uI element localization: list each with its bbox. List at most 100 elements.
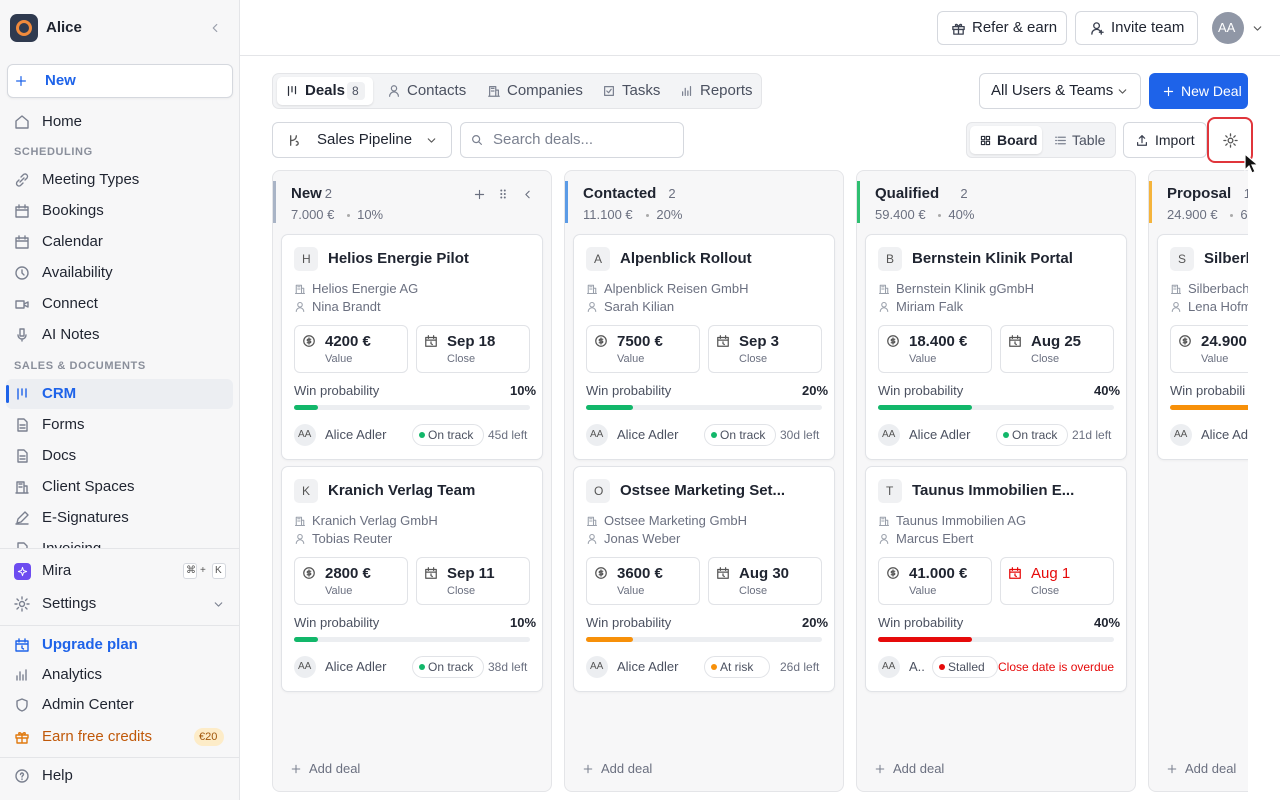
owner-name: Alice Adler <box>617 659 679 674</box>
button[interactable] <box>937 11 1067 45</box>
new-button[interactable] <box>7 64 233 98</box>
add-deal[interactable]: Add deal <box>893 761 945 776</box>
icon <box>15 300 29 309</box>
select[interactable] <box>272 122 452 158</box>
view-label[interactable]: Board <box>997 132 1038 148</box>
nav-item[interactable]: Invoicing <box>42 540 101 548</box>
nav-item[interactable]: Calendar <box>42 233 103 250</box>
status-dot <box>711 432 717 438</box>
deal-initial: H <box>302 252 311 266</box>
deal-card[interactable]: A Alpenblick Rollout Alpenblick Reisen Gmb… <box>573 234 835 460</box>
add-deal[interactable]: Add deal <box>601 761 653 776</box>
button-label: Invite team <box>1111 19 1185 36</box>
nav-item[interactable]: Meeting Types <box>42 171 140 188</box>
initial-box <box>586 247 610 271</box>
avatar[interactable] <box>1212 12 1244 44</box>
nav-item[interactable]: AI Notes <box>42 326 100 343</box>
icon-path <box>587 301 597 313</box>
nav-item[interactable]: Home <box>42 113 83 130</box>
button[interactable] <box>1075 11 1198 45</box>
column-count: 2 <box>668 186 676 201</box>
nav-item[interactable]: Client Spaces <box>42 478 135 495</box>
icon-path <box>295 533 305 545</box>
icon-path <box>717 567 729 579</box>
button[interactable] <box>1123 122 1207 158</box>
deal-card[interactable]: S Silberb Silberbach Lena Hofm 24.900 Value Wi… <box>1157 234 1248 460</box>
select-label: All Users & Teams <box>991 82 1114 99</box>
icon <box>586 284 598 295</box>
owner-name: Alice Adler <box>909 427 971 442</box>
nav-item[interactable]: Help <box>42 767 73 784</box>
nav-item[interactable]: Settings <box>42 595 97 612</box>
column-title: Qualified <box>875 185 940 202</box>
initial-box <box>294 247 318 271</box>
nav-item[interactable]: Availability <box>42 264 113 281</box>
icon <box>879 533 889 545</box>
tab-label[interactable]: Contacts <box>407 82 467 99</box>
owner-name: Alice Adler <box>325 427 387 442</box>
icon <box>212 23 218 33</box>
owner-initials: AA <box>882 429 896 440</box>
stat-box <box>294 325 408 373</box>
nav-item[interactable]: Earn free credits <box>42 728 153 745</box>
view-label[interactable]: Table <box>1072 132 1106 148</box>
icon <box>586 516 598 527</box>
icon-path <box>15 300 29 309</box>
icon-path <box>14 596 30 612</box>
initial-box <box>586 479 610 503</box>
status-dot <box>939 664 945 670</box>
win-value: 10% <box>510 383 537 398</box>
status-pill <box>412 424 484 446</box>
deal-company: Bernstein Klinik gGmbH <box>896 281 1034 296</box>
icon <box>1253 25 1261 31</box>
deal-value: 2800 € <box>325 565 371 582</box>
deal-card[interactable]: K Kranich Verlag Team Kranich Verlag GmbH T… <box>281 466 543 692</box>
nav-item[interactable]: Admin Center <box>42 696 134 713</box>
deal-card[interactable]: T Taunus Immobilien E... Taunus Immobilien… <box>865 466 1127 692</box>
column: Proposal 1 24.900 € 60% S Silberb Silberbach Le… <box>1148 170 1248 792</box>
tab-label[interactable]: Companies <box>507 82 583 99</box>
nav-item[interactable]: Forms <box>42 416 85 433</box>
status-pill <box>704 656 770 678</box>
deal-close: Aug 1 <box>1031 565 1071 582</box>
stat-box <box>416 325 530 373</box>
add-deal[interactable]: Add deal <box>309 761 361 776</box>
tab-label[interactable]: Reports <box>700 82 753 99</box>
icon <box>1167 764 1177 774</box>
tab-label[interactable]: Deals <box>305 82 346 99</box>
deal-title: Taunus Immobilien E... <box>912 482 1075 499</box>
dot-sep <box>347 214 351 217</box>
deal-value: 24.900 <box>1201 333 1247 350</box>
select-label: Sales Pipeline <box>317 131 413 148</box>
deal-value: 41.000 € <box>909 565 968 582</box>
deal-card[interactable]: B Bernstein Klinik Portal Bernstein Klinik… <box>865 234 1127 460</box>
nav-item[interactable]: Docs <box>42 447 77 464</box>
nav-item[interactable]: CRM <box>42 385 77 402</box>
select[interactable] <box>979 73 1141 109</box>
icon <box>1179 335 1191 347</box>
icon-path <box>1253 25 1261 31</box>
settings-button[interactable] <box>1207 117 1253 163</box>
icon <box>425 567 437 579</box>
search-input[interactable] <box>460 122 684 158</box>
due-label: 30d left <box>780 428 820 442</box>
win-label: Win probability <box>586 615 672 630</box>
nav-item[interactable]: Connect <box>42 295 98 312</box>
icon <box>717 567 729 579</box>
add-deal[interactable]: Add deal <box>1185 761 1237 776</box>
deal-card[interactable]: H Helios Energie Pilot Helios Energie AG Ni… <box>281 234 543 460</box>
nav-item[interactable]: Mira <box>42 562 72 579</box>
nav-item[interactable]: Analytics <box>42 666 103 683</box>
deal-card[interactable]: O Ostsee Marketing Set... Ostsee Marketing… <box>573 466 835 692</box>
icon-path <box>289 134 299 146</box>
tab-label[interactable]: Tasks <box>622 82 661 99</box>
deal-value: 18.400 € <box>909 333 968 350</box>
icon-path <box>17 418 28 432</box>
nav-item[interactable]: E-Signatures <box>42 509 129 526</box>
credits-badge: €20 <box>199 731 218 743</box>
nav-item[interactable]: Upgrade plan <box>42 636 138 653</box>
stat-label: Value <box>617 353 645 365</box>
icon-path <box>287 86 297 96</box>
nav-item[interactable]: Bookings <box>42 202 104 219</box>
